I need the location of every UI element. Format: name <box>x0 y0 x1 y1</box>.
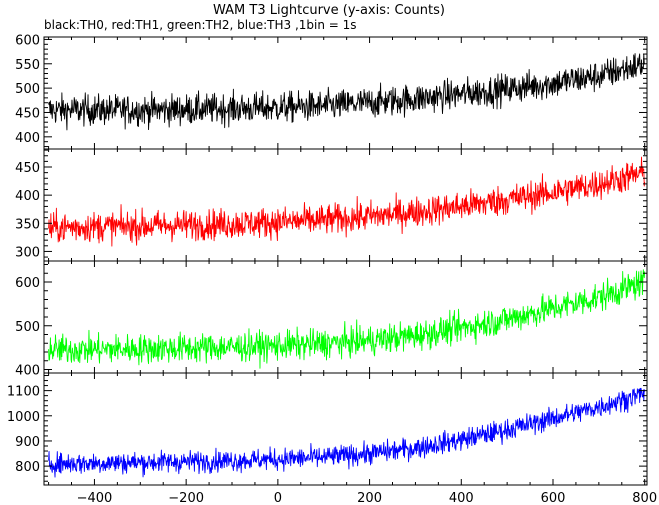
panel-th2: 400 500 600 <box>15 260 648 379</box>
y-tick-label: 350 <box>15 217 40 232</box>
x-tick-label: 400 <box>449 491 474 505</box>
x-tick-label: 0 <box>274 491 282 505</box>
x-tick-label: 800 <box>632 491 657 505</box>
panel-frame <box>43 148 648 262</box>
y-tick-label: 450 <box>15 161 40 176</box>
y-tick-label: 600 <box>15 33 40 48</box>
y-tick-label: 400 <box>15 364 40 379</box>
series-line-th0 <box>48 53 646 131</box>
y-tick-label: 550 <box>15 58 40 73</box>
y-tick-label: 500 <box>15 320 40 335</box>
x-tick-label: −200 <box>168 491 204 505</box>
chart-title: WAM T3 Lightcurve (y-axis: Counts) <box>213 3 445 18</box>
y-tick-label: 400 <box>15 131 40 146</box>
x-tick-label: 600 <box>541 491 566 505</box>
x-tick-label: 200 <box>357 491 382 505</box>
y-tick-label: 300 <box>15 245 40 260</box>
y-tick-label: 450 <box>15 106 40 121</box>
y-tick-label: 600 <box>15 276 40 291</box>
series-line-th3 <box>48 387 646 478</box>
x-tick-label: −400 <box>77 491 113 505</box>
panel-th1: 300 350 400 450 <box>15 148 648 262</box>
panels-group: 400 450 500 550 600 300 350 400 450 400 500 600 800 9… <box>7 33 648 486</box>
panel-frame <box>43 372 648 486</box>
y-tick-label: 900 <box>15 435 40 450</box>
y-tick-label: 500 <box>15 82 40 97</box>
series-line-th2 <box>48 269 646 369</box>
y-tick-label: 400 <box>15 189 40 204</box>
y-tick-label: 1000 <box>7 410 40 425</box>
y-tick-label: 800 <box>15 460 40 475</box>
panel-th3: 800 900 1000 1100 <box>7 372 648 486</box>
panel-th0: 400 450 500 550 600 <box>15 33 648 150</box>
y-tick-label: 1100 <box>7 385 40 400</box>
x-axis: −400 −200 0 200 400 600 800 <box>77 491 658 505</box>
series-line-th1 <box>48 156 646 247</box>
chart-subtitle: black:TH0, red:TH1, green:TH2, blue:TH3 … <box>44 18 357 32</box>
